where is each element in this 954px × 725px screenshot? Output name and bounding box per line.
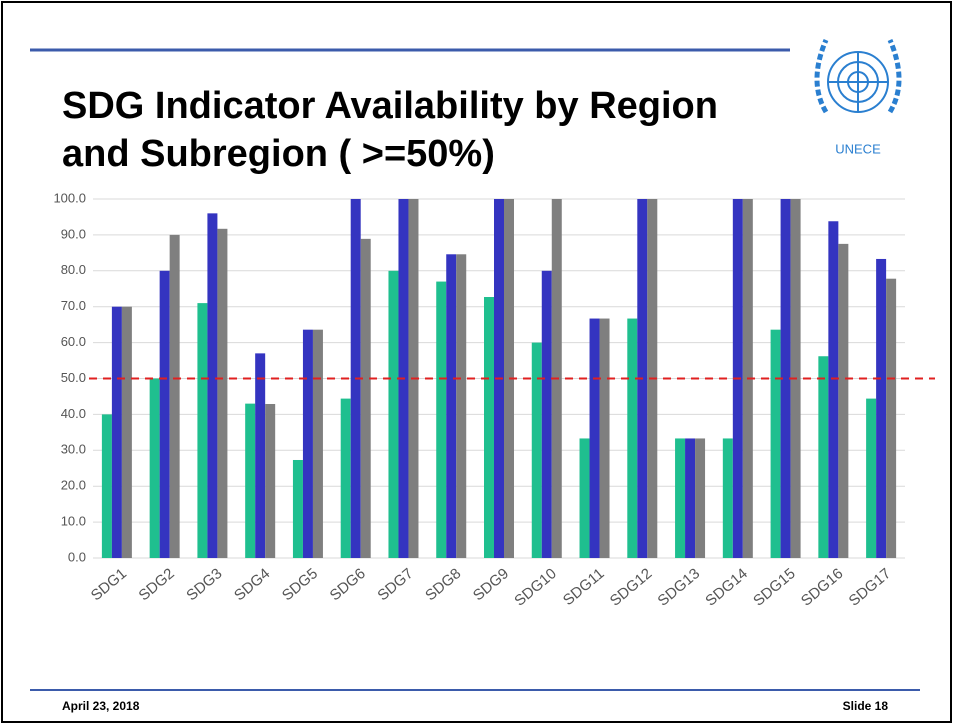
bar <box>265 403 276 558</box>
bar <box>121 306 132 558</box>
footer-date: April 23, 2018 <box>62 699 140 713</box>
bar <box>675 438 686 558</box>
bar <box>484 297 494 558</box>
bar <box>360 238 371 558</box>
bar <box>770 329 781 558</box>
bar <box>818 356 829 558</box>
bar <box>876 258 887 558</box>
bar <box>589 318 600 558</box>
bar <box>340 398 351 558</box>
y-tick-label: 10.0 <box>61 514 86 529</box>
y-tick-label: 90.0 <box>61 226 86 241</box>
bar <box>388 270 399 558</box>
bar <box>292 459 303 558</box>
bar <box>197 303 208 558</box>
bar <box>531 342 542 558</box>
bar <box>207 213 218 559</box>
y-tick-label: 100.0 <box>53 190 86 205</box>
y-tick-label: 60.0 <box>61 334 86 349</box>
bar <box>159 270 170 558</box>
bar <box>828 221 839 558</box>
bar <box>456 254 467 558</box>
bar <box>541 270 552 558</box>
logo: UNECE <box>814 39 902 156</box>
title-line: SDG Indicator Availability by Region <box>62 85 718 127</box>
y-tick-label: 40.0 <box>61 406 86 421</box>
bar <box>149 378 160 558</box>
bar <box>866 398 877 558</box>
y-tick-label: 0.0 <box>68 549 86 564</box>
bar <box>436 281 447 558</box>
bar <box>245 403 256 558</box>
bar <box>695 438 706 558</box>
footer-slide: Slide 18 <box>843 699 889 713</box>
bar <box>302 329 313 558</box>
bar <box>217 228 228 558</box>
y-tick-label: 80.0 <box>61 262 86 277</box>
bar <box>722 438 733 558</box>
bar <box>838 243 849 558</box>
bar <box>685 438 696 558</box>
plot: 0.0 10.0 20.0 30.0 40.0 50.0 60.0 70.0 80.0 90.0 1… <box>53 190 935 610</box>
bar <box>101 414 112 558</box>
title-line: and Subregion ( >=50%) <box>62 133 495 175</box>
bar <box>169 234 180 558</box>
bar <box>255 353 266 558</box>
bar <box>780 199 791 558</box>
logo-text: UNECE <box>835 141 881 156</box>
bar <box>111 306 122 558</box>
y-tick-label: 20.0 <box>61 478 86 493</box>
bar <box>312 329 323 558</box>
y-tick-label: 30.0 <box>61 442 86 457</box>
bar <box>627 318 638 558</box>
bar <box>446 254 457 558</box>
bar <box>599 318 610 558</box>
bar <box>579 438 590 558</box>
y-tick-label: 70.0 <box>61 298 86 313</box>
bar <box>886 278 897 558</box>
y-tick-label: 50.0 <box>61 370 86 385</box>
